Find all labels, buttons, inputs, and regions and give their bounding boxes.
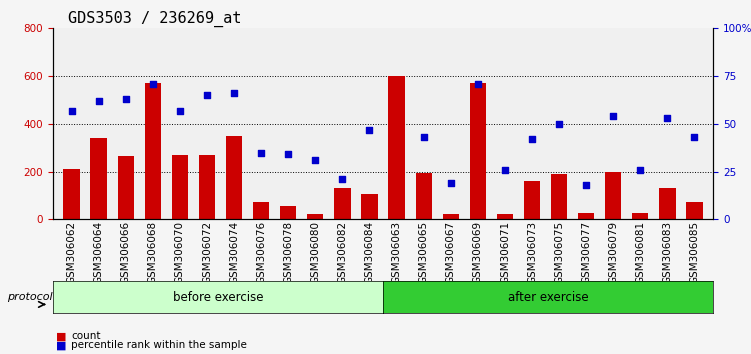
Text: percentile rank within the sample: percentile rank within the sample xyxy=(71,340,247,350)
Point xyxy=(174,108,186,113)
Bar xyxy=(551,174,567,219)
Bar xyxy=(686,201,703,219)
Point xyxy=(662,115,674,121)
Bar xyxy=(334,188,351,219)
Bar xyxy=(578,213,594,219)
Point xyxy=(255,150,267,155)
Point xyxy=(526,136,538,142)
Point xyxy=(418,135,430,140)
Bar xyxy=(605,172,621,219)
Bar xyxy=(361,194,378,219)
Point xyxy=(119,96,131,102)
Bar xyxy=(253,201,270,219)
Bar xyxy=(496,214,513,219)
Point xyxy=(689,135,701,140)
Bar xyxy=(90,138,107,219)
Point xyxy=(309,158,321,163)
Point xyxy=(580,182,592,188)
Bar xyxy=(172,155,188,219)
Point xyxy=(282,152,294,157)
Bar xyxy=(145,83,161,219)
Text: before exercise: before exercise xyxy=(173,291,263,304)
Point xyxy=(608,113,620,119)
Point xyxy=(336,177,348,182)
Point xyxy=(146,81,158,87)
Bar xyxy=(442,214,459,219)
Text: ■: ■ xyxy=(56,340,67,350)
Point xyxy=(363,127,376,132)
Text: ■: ■ xyxy=(56,331,67,341)
Bar xyxy=(469,83,486,219)
Bar xyxy=(280,206,297,219)
Bar xyxy=(415,173,432,219)
Text: protocol: protocol xyxy=(8,292,53,302)
Point xyxy=(445,180,457,186)
Bar xyxy=(659,188,676,219)
Point xyxy=(92,98,104,104)
Text: count: count xyxy=(71,331,101,341)
Bar xyxy=(63,169,80,219)
Bar xyxy=(632,213,648,219)
Point xyxy=(201,92,213,98)
Point xyxy=(499,167,511,173)
Bar xyxy=(226,136,242,219)
Point xyxy=(553,121,565,127)
Point xyxy=(65,108,77,113)
Text: after exercise: after exercise xyxy=(508,291,589,304)
Bar xyxy=(199,155,215,219)
Bar xyxy=(524,181,540,219)
Text: GDS3503 / 236269_at: GDS3503 / 236269_at xyxy=(68,11,241,27)
Bar xyxy=(307,213,324,219)
Bar xyxy=(118,156,134,219)
Point xyxy=(635,167,647,173)
Bar xyxy=(388,76,405,219)
Point xyxy=(228,91,240,96)
Point xyxy=(472,81,484,87)
